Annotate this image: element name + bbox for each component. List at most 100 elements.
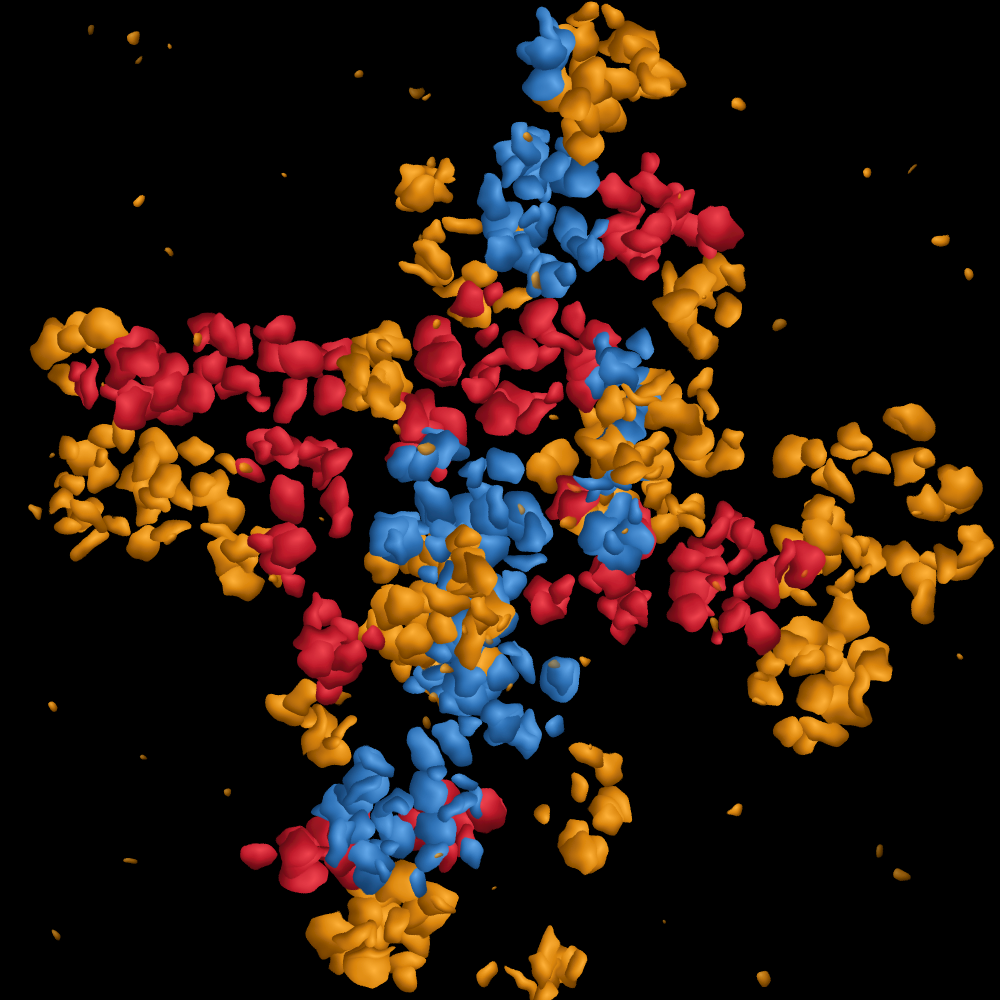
- orange-density-lobe: [650, 398, 702, 433]
- red-density-lobe: [326, 510, 352, 534]
- density-surface: [31, 0, 991, 1000]
- orange-density-lobe: [69, 496, 108, 531]
- red-density-lobe: [265, 428, 289, 458]
- red-density-lobe: [478, 398, 520, 436]
- red-density-lobe: [542, 330, 582, 358]
- orange-density-lobe: [569, 740, 608, 769]
- orange-density-speck: [709, 619, 720, 630]
- orange-density-lobe: [719, 263, 746, 293]
- blue-density-lobe: [342, 774, 383, 806]
- orange-density-lobe: [528, 949, 554, 990]
- orange-density-lobe: [838, 569, 858, 595]
- red-density-lobe: [245, 394, 268, 410]
- blue-density-lobe: [465, 454, 485, 489]
- orange-density-speck: [50, 454, 55, 459]
- orange-density-lobe: [147, 464, 179, 499]
- orange-density-speck: [424, 90, 430, 96]
- red-density-lobe: [244, 840, 276, 872]
- orange-density-speck: [132, 194, 146, 208]
- orange-density-speck: [141, 753, 149, 761]
- orange-density-lobe: [948, 540, 990, 565]
- orange-density-lobe: [55, 437, 83, 462]
- blue-density-lobe: [538, 152, 567, 180]
- orange-density-speck: [711, 583, 721, 593]
- orange-density-lobe: [426, 610, 457, 646]
- blue-density-lobe: [437, 690, 462, 715]
- orange-density-speck: [586, 739, 593, 746]
- red-density-lobe: [529, 592, 565, 626]
- orange-density-lobe: [576, 433, 612, 462]
- blue-density-lobe: [496, 153, 527, 184]
- orange-density-speck: [876, 846, 886, 855]
- red-density-lobe: [266, 475, 309, 524]
- red-density-lobe: [278, 340, 328, 383]
- orange-density-speck: [554, 415, 562, 423]
- orange-density-lobe: [687, 327, 711, 359]
- orange-density-lobe: [791, 650, 824, 678]
- orange-density-lobe: [53, 518, 78, 537]
- red-density-lobe: [670, 543, 702, 574]
- orange-density-lobe: [212, 448, 242, 477]
- blue-density-lobe: [476, 699, 516, 728]
- red-density-lobe: [478, 325, 499, 345]
- orange-density-lobe: [798, 675, 836, 712]
- orange-density-lobe: [575, 0, 599, 24]
- orange-density-lobe: [424, 894, 456, 915]
- orange-density-speck: [434, 855, 440, 861]
- orange-density-speck: [263, 575, 274, 586]
- red-density-lobe: [668, 565, 712, 607]
- blue-density-lobe: [487, 488, 510, 528]
- orange-density-speck: [223, 786, 234, 797]
- orange-density-lobe: [697, 390, 719, 420]
- blue-density-lobe: [448, 655, 486, 692]
- orange-density-lobe: [464, 262, 498, 292]
- blue-density-lobe: [422, 565, 440, 583]
- orange-density-lobe: [593, 808, 623, 838]
- blue-density-lobe: [477, 173, 507, 218]
- red-density-lobe: [174, 375, 217, 413]
- blue-density-lobe: [486, 448, 524, 485]
- orange-density-speck: [507, 683, 513, 690]
- blue-density-lobe: [518, 516, 545, 555]
- orange-density-lobe: [837, 421, 875, 454]
- orange-density-lobe: [849, 665, 871, 717]
- orange-density-speck: [45, 699, 59, 713]
- orange-density-speck: [167, 42, 173, 48]
- red-density-lobe: [626, 230, 662, 251]
- blue-density-lobe: [371, 859, 390, 884]
- red-density-lobe: [396, 399, 431, 439]
- orange-density-speck: [411, 82, 425, 96]
- red-density-lobe: [316, 445, 351, 479]
- red-density-lobe: [460, 378, 498, 401]
- blue-density-lobe: [451, 774, 476, 794]
- orange-density-speck: [623, 527, 630, 534]
- orange-density-speck: [356, 383, 369, 395]
- orange-density-speck: [958, 657, 965, 664]
- orange-density-lobe: [386, 907, 412, 944]
- orange-density-lobe: [88, 447, 107, 470]
- red-density-lobe: [719, 602, 747, 630]
- blue-density-lobe: [525, 65, 567, 100]
- blue-density-lobe: [563, 158, 601, 198]
- blue-density-lobe: [498, 642, 520, 658]
- red-density-lobe: [419, 337, 460, 376]
- orange-density-lobe: [770, 716, 800, 747]
- blue-density-lobe: [381, 837, 400, 855]
- orange-density-lobe: [645, 479, 674, 514]
- orange-density-speck: [486, 633, 499, 645]
- orange-density-speck: [424, 692, 438, 706]
- blue-density-lobe: [426, 762, 445, 785]
- orange-density-speck: [673, 196, 678, 202]
- orange-density-lobe: [773, 437, 810, 481]
- orange-density-lobe: [286, 682, 325, 713]
- orange-density-speck: [52, 931, 63, 941]
- orange-density-lobe: [802, 497, 835, 524]
- orange-density-lobe: [754, 652, 785, 677]
- red-density-lobe: [80, 365, 103, 410]
- orange-density-lobe: [219, 568, 262, 600]
- blue-density-lobe: [457, 713, 478, 735]
- blue-density-lobe: [437, 797, 464, 821]
- orange-density-speck: [864, 166, 875, 177]
- orange-density-lobe: [824, 458, 853, 507]
